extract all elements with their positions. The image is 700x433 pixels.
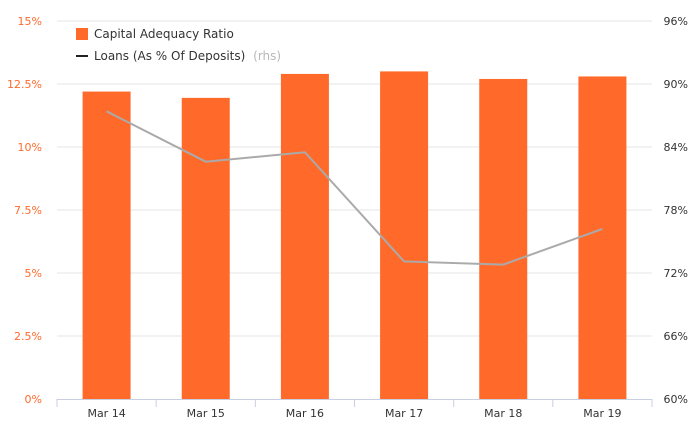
y-left-tick-label: 5% <box>25 267 42 280</box>
line-series <box>106 110 603 266</box>
y-left-tick-label: 10% <box>18 141 42 154</box>
y-right-tick-label: 96% <box>664 15 688 28</box>
legend-label-loans-name: Loans (As % Of Deposits) <box>94 49 245 63</box>
bar-capital-adequacy <box>380 71 429 400</box>
y-left-tick-label: 7.5% <box>14 204 42 217</box>
axes: 0% 2.5% 5% 7.5% 10% 12.5% 15% 60% 66% 72% 78% 84% 90… <box>7 15 688 420</box>
y-right-tick-label: 60% <box>664 393 688 406</box>
x-tick-label: Mar 14 <box>87 407 125 420</box>
bar-capital-adequacy <box>280 73 329 400</box>
bar-capital-adequacy <box>181 97 230 400</box>
y-left-tick-label: 15% <box>18 15 42 28</box>
bar-capital-adequacy <box>479 78 528 400</box>
bar-capital-adequacy <box>82 91 131 399</box>
y-right-tick-label: 84% <box>664 141 688 154</box>
x-tick-label: Mar 18 <box>484 407 522 420</box>
x-tick-label: Mar 15 <box>187 407 225 420</box>
y-right-tick-label: 78% <box>664 204 688 217</box>
y-left-tick-label: 12.5% <box>7 78 42 91</box>
gridlines <box>57 20 652 337</box>
bars <box>82 71 627 400</box>
y-left-tick-label: 0% <box>25 393 42 406</box>
y-left-tick-label: 2.5% <box>14 330 42 343</box>
bar-capital-adequacy <box>578 76 627 399</box>
x-tick-label: Mar 19 <box>583 407 621 420</box>
x-tick-label: Mar 16 <box>286 407 324 420</box>
y-right-tick-label: 66% <box>664 330 688 343</box>
legend-label-loans-axis-note: (rhs) <box>253 49 281 63</box>
y-right-tick-label: 90% <box>664 78 688 91</box>
x-tick-label: Mar 17 <box>385 407 423 420</box>
legend-label-loans: Loans (As % Of Deposits) (rhs) <box>94 49 281 63</box>
legend: Capital Adequacy Ratio Loans (As % Of De… <box>76 27 281 63</box>
y-right-tick-label: 72% <box>664 267 688 280</box>
legend-swatch-capital-adequacy <box>76 28 88 40</box>
line-loans-to-deposits <box>106 110 603 266</box>
legend-label-capital-adequacy: Capital Adequacy Ratio <box>94 27 234 41</box>
